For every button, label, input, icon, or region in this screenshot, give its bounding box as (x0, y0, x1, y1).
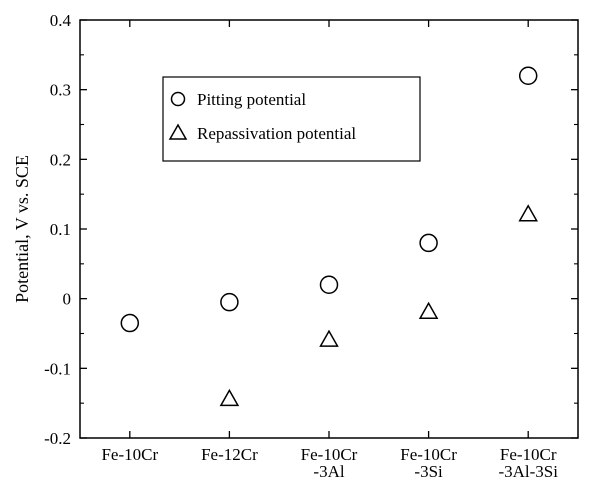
x-axis-tick-labels: Fe-10Cr Fe-12Cr Fe-10Cr -3Al Fe-10Cr -3Si Fe-1… (101, 445, 558, 481)
pitting-potential-point (319, 275, 339, 294)
repassivation-potential-point (319, 329, 339, 347)
x-tick-label: Fe-10Cr (101, 445, 158, 464)
x-tick-label: Fe-10Cr -3Al-3Si (498, 445, 558, 481)
plot-frame (79, 19, 579, 439)
data-points (120, 66, 538, 407)
pitting-potential-point (120, 313, 140, 333)
repassivation-potential-point (418, 301, 439, 320)
y-tick-label: 0.4 (50, 11, 72, 30)
x-tick-label: Fe-10Cr -3Si (400, 445, 457, 481)
legend-box (162, 76, 421, 162)
y-axis-ticks (80, 19, 578, 439)
y-tick-label: 0.1 (50, 220, 71, 239)
pitting-potential-point (220, 292, 239, 312)
pitting-potential-point (419, 233, 438, 253)
x-tick-label: Fe-10Cr -3Al (301, 445, 358, 481)
legend-marker-repassivation (168, 123, 188, 140)
y-axis-title: Potential, V vs. SCE (12, 155, 32, 303)
pitting-potential-point (518, 66, 538, 85)
repassivation-potential-point (219, 388, 240, 407)
legend: Pitting potential Repassivation potentia… (162, 76, 421, 162)
legend-marker-pitting (170, 91, 186, 107)
y-tick-label: -0.1 (44, 359, 71, 378)
y-tick-label: -0.2 (44, 429, 71, 448)
y-tick-label: 0 (63, 290, 72, 309)
x-tick-label: Fe-12Cr (201, 445, 258, 464)
legend-label-pitting: Pitting potential (197, 90, 306, 109)
y-tick-label: 0.3 (50, 81, 71, 100)
repassivation-potential-point (518, 204, 538, 222)
y-axis-tick-labels: -0.2 -0.1 0 0.1 0.2 0.3 0.4 (44, 11, 71, 448)
x-axis-ticks (129, 20, 529, 438)
y-tick-label: 0.2 (50, 150, 71, 169)
legend-label-repassivation: Repassivation potential (197, 124, 356, 143)
